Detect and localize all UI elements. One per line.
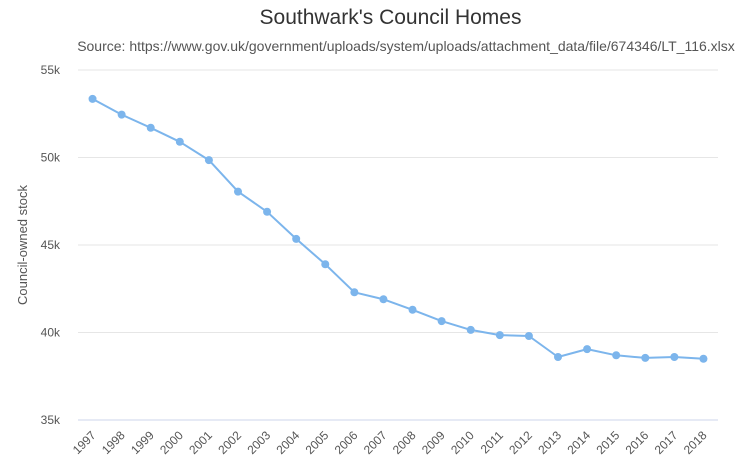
data-point-2008[interactable]: [408, 305, 417, 314]
x-tick-label: 2007: [361, 428, 390, 457]
x-tick-label: 1998: [99, 428, 128, 457]
data-point-2000[interactable]: [175, 137, 184, 146]
x-tick-label: 2012: [506, 428, 535, 457]
x-tick-label: 2001: [186, 428, 215, 457]
data-point-2014[interactable]: [583, 345, 592, 354]
data-point-2003[interactable]: [263, 207, 272, 216]
series-line: [92, 98, 704, 360]
data-point-2007[interactable]: [379, 295, 388, 304]
y-tick-label: 50k: [41, 151, 61, 165]
chart-subtitle: Source: https://www.gov.uk/government/up…: [77, 38, 735, 54]
x-tick-label: 2009: [419, 428, 448, 457]
x-tick-label: 2004: [274, 428, 303, 457]
y-tick-label: 55k: [41, 63, 61, 77]
data-point-2009[interactable]: [437, 317, 446, 326]
x-tick-label: 2005: [303, 428, 332, 457]
data-point-2001[interactable]: [204, 156, 213, 165]
x-tick-label: 2010: [448, 428, 477, 457]
x-axis-ticks: 1997 1998 1999 2000 2001 2002 2003 2004 2005 2006…: [70, 428, 710, 457]
data-point-2018[interactable]: [699, 354, 708, 363]
x-tick-label: 2002: [215, 428, 244, 457]
x-tick-label: 2018: [681, 428, 710, 457]
data-point-2012[interactable]: [524, 332, 533, 340]
x-tick-label: 2006: [332, 428, 361, 457]
x-tick-label: 2017: [652, 428, 681, 457]
x-tick-label: 1997: [70, 428, 99, 457]
data-point-2013[interactable]: [554, 353, 562, 361]
series-layer: [88, 94, 708, 363]
gridlines: [78, 69, 718, 421]
data-point-2016[interactable]: [641, 353, 650, 362]
data-point-1997[interactable]: [88, 94, 97, 103]
y-tick-label: 40k: [41, 326, 61, 340]
data-point-2017[interactable]: [670, 353, 679, 361]
x-tick-label: 2014: [564, 428, 593, 457]
x-tick-label: 2016: [623, 428, 652, 457]
data-point-1999[interactable]: [146, 123, 155, 132]
x-tick-label: 2000: [157, 428, 186, 457]
y-tick-label: 35k: [41, 413, 61, 427]
data-point-2005[interactable]: [321, 260, 330, 269]
y-tick-label: 45k: [41, 238, 61, 252]
chart-title: Southwark's Council Homes: [259, 6, 522, 29]
x-tick-label: 2003: [244, 428, 273, 457]
data-point-1998[interactable]: [117, 110, 126, 119]
data-point-2011[interactable]: [495, 331, 504, 340]
data-point-2006[interactable]: [350, 288, 359, 297]
x-tick-label: 2008: [390, 428, 419, 457]
y-axis-title: Council-owned stock: [15, 185, 30, 305]
x-tick-label: 2015: [594, 428, 623, 457]
data-point-2010[interactable]: [466, 325, 475, 334]
y-axis-ticks: 35k 40k 45k 50k 55k: [41, 63, 61, 427]
data-point-2004[interactable]: [292, 234, 301, 243]
x-tick-label: 2011: [478, 428, 506, 456]
x-tick-label: 1999: [128, 428, 157, 457]
data-point-2015[interactable]: [612, 351, 621, 360]
x-tick-label: 2013: [535, 428, 564, 457]
data-point-2002[interactable]: [234, 187, 242, 196]
